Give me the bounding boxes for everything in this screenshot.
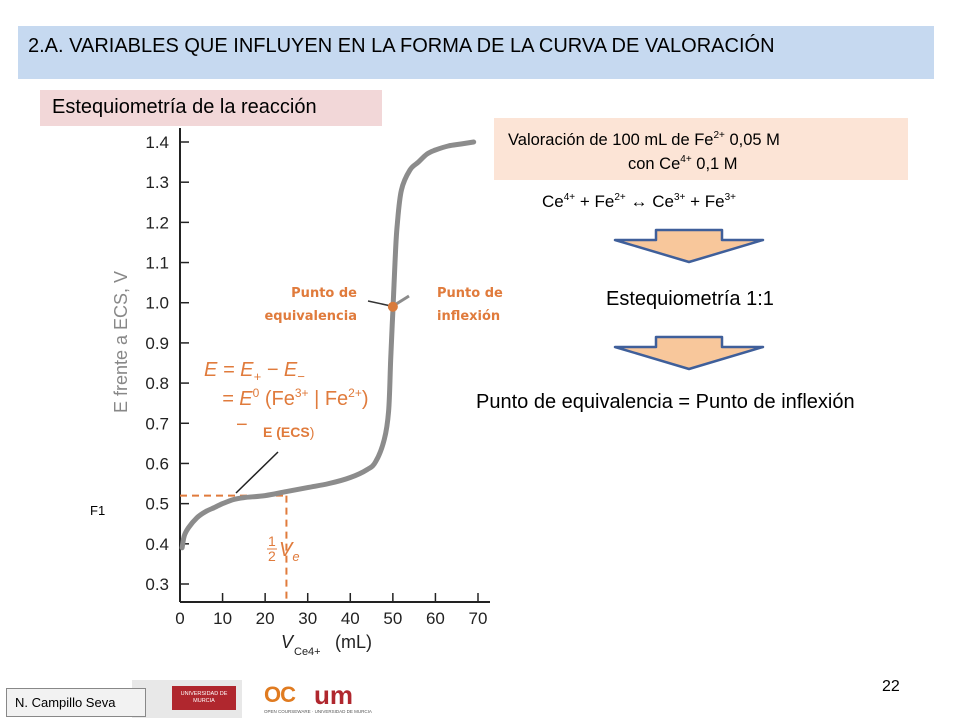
chart-ticks: 0.3 0.4 0.5 0.6 0.7 0.8 0.9 1.0 1.1 1.2 1.3 1.4 0 10 2…	[145, 133, 487, 628]
stoichiometry-text: Estequiometría 1:1	[606, 288, 774, 310]
university-logo-text: UNIVERSIDAD DE MURCIA	[180, 691, 228, 704]
svg-text:2: 2	[268, 548, 276, 564]
y-tick-label: 1.3	[145, 173, 169, 192]
svg-text:1: 1	[268, 533, 276, 549]
x-tick-label: 40	[341, 609, 360, 628]
equivalence-statement: Punto de equivalencia = Punto de inflexi…	[476, 391, 855, 413]
y-tick-label: 0.8	[145, 374, 169, 393]
ecs-leader	[235, 451, 279, 494]
page-number: 22	[882, 678, 900, 695]
section-label: Estequiometría de la reacción	[40, 90, 382, 126]
info-line-2-sup: 4+	[680, 154, 692, 165]
author-box: N. Campillo Seva	[6, 688, 146, 717]
figure-label: F1	[90, 503, 106, 518]
x-tick-label: 30	[298, 609, 317, 628]
titration-info-box: Valoración de 100 mL de Fe2+ 0,05 M con …	[494, 118, 908, 180]
university-logo: UNIVERSIDAD DE MURCIA	[172, 686, 236, 710]
reaction-charge: 4+	[563, 192, 576, 203]
section-label-text: Estequiometría de la reacción	[52, 96, 317, 118]
down-arrow-icon	[613, 335, 765, 371]
titration-curve	[179, 139, 477, 551]
title-bar: 2.A. VARIABLES QUE INFLUYEN EN LA FORMA …	[18, 26, 934, 79]
y-tick-label: 0.4	[145, 535, 169, 554]
author-name: N. Campillo Seva	[15, 695, 116, 710]
reaction-part: + Fe	[575, 192, 615, 211]
y-axis-label: E frente a ECS, V	[111, 271, 131, 413]
ocw-logo-subtitle: OPEN COURSEWARE · UNIVERSIDAD DE MURCIA	[264, 709, 372, 714]
x-axis-label-sub: Ce4+	[294, 646, 321, 658]
chart-axes	[179, 128, 490, 603]
potential-equation: E = E+ − E− = E0 (Fe3+ | Fe2+) − E (ECS)…	[204, 359, 369, 564]
y-tick-label: 0.5	[145, 495, 169, 514]
svg-text:−: −	[236, 414, 248, 436]
info-line-2-post: 0,1 M	[691, 155, 738, 173]
x-tick-label: 10	[213, 609, 232, 628]
info-line-1-sup: 2+	[713, 130, 725, 141]
reaction-part: ↔ Ce	[625, 192, 674, 211]
x-axis-label-unit: (mL)	[335, 632, 372, 652]
reaction-charge: 3+	[673, 192, 686, 203]
ocw-logo: OC um OPEN COURSEWARE · UNIVERSIDAD DE M…	[264, 680, 378, 716]
info-line-1-text: Valoración de 100 mL de Fe	[508, 131, 714, 149]
y-tick-label: 0.3	[145, 575, 169, 594]
x-tick-label: 70	[469, 609, 488, 628]
x-tick-label: 20	[256, 609, 275, 628]
reaction-part: + Fe	[685, 192, 725, 211]
equivalence-point-marker	[387, 301, 398, 312]
info-line-1: Valoración de 100 mL de Fe2+ 0,05 M	[508, 124, 780, 152]
x-axis-label-v: V	[281, 632, 295, 652]
svg-text:Ve: Ve	[279, 539, 300, 564]
inflection-label-1: Punto de	[437, 286, 503, 301]
y-tick-label: 1.1	[145, 254, 169, 273]
y-tick-label: 0.9	[145, 334, 169, 353]
svg-text:= E0 (Fe3+ | Fe2+): = E0 (Fe3+ | Fe2+)	[222, 386, 369, 410]
equivalence-leader	[367, 300, 392, 307]
annotations: Punto de equivalencia Punto de inflexión…	[204, 286, 503, 564]
reaction-charge: 3+	[724, 192, 736, 203]
y-tick-label: 0.7	[145, 414, 169, 433]
y-tick-label: 1.2	[145, 213, 169, 232]
info-line-2-text: con Ce	[628, 155, 681, 173]
ocw-logo-um: um	[314, 680, 353, 710]
x-tick-label: 60	[426, 609, 445, 628]
x-tick-label: 50	[383, 609, 402, 628]
y-tick-label: 1.0	[145, 294, 169, 313]
reaction-equation: Ce4+ + Fe2+ ↔ Ce3+ + Fe3+	[542, 192, 736, 212]
equivalence-label-2: equivalencia	[264, 309, 357, 324]
down-arrow-icon	[613, 228, 765, 264]
svg-text:E (ECS): E (ECS)	[263, 424, 314, 440]
slide-title: 2.A. VARIABLES QUE INFLUYEN EN LA FORMA …	[28, 35, 775, 57]
ocw-logo-oc: OC	[264, 682, 296, 707]
x-tick-label: 0	[175, 609, 184, 628]
x-axis-label: V Ce4+ (mL)	[281, 632, 372, 658]
equivalence-label-1: Punto de	[291, 286, 357, 301]
inflection-label-2: inflexión	[437, 309, 500, 324]
y-tick-label: 0.6	[145, 454, 169, 473]
info-line-1-post: 0,05 M	[724, 131, 780, 149]
reaction-part: Ce	[542, 192, 564, 211]
reaction-charge: 2+	[614, 192, 626, 203]
svg-text:E = E+ − E−: E = E+ − E−	[204, 359, 305, 384]
y-tick-label: 1.4	[145, 133, 169, 152]
info-line-2: con Ce4+ 0,1 M	[628, 148, 738, 176]
